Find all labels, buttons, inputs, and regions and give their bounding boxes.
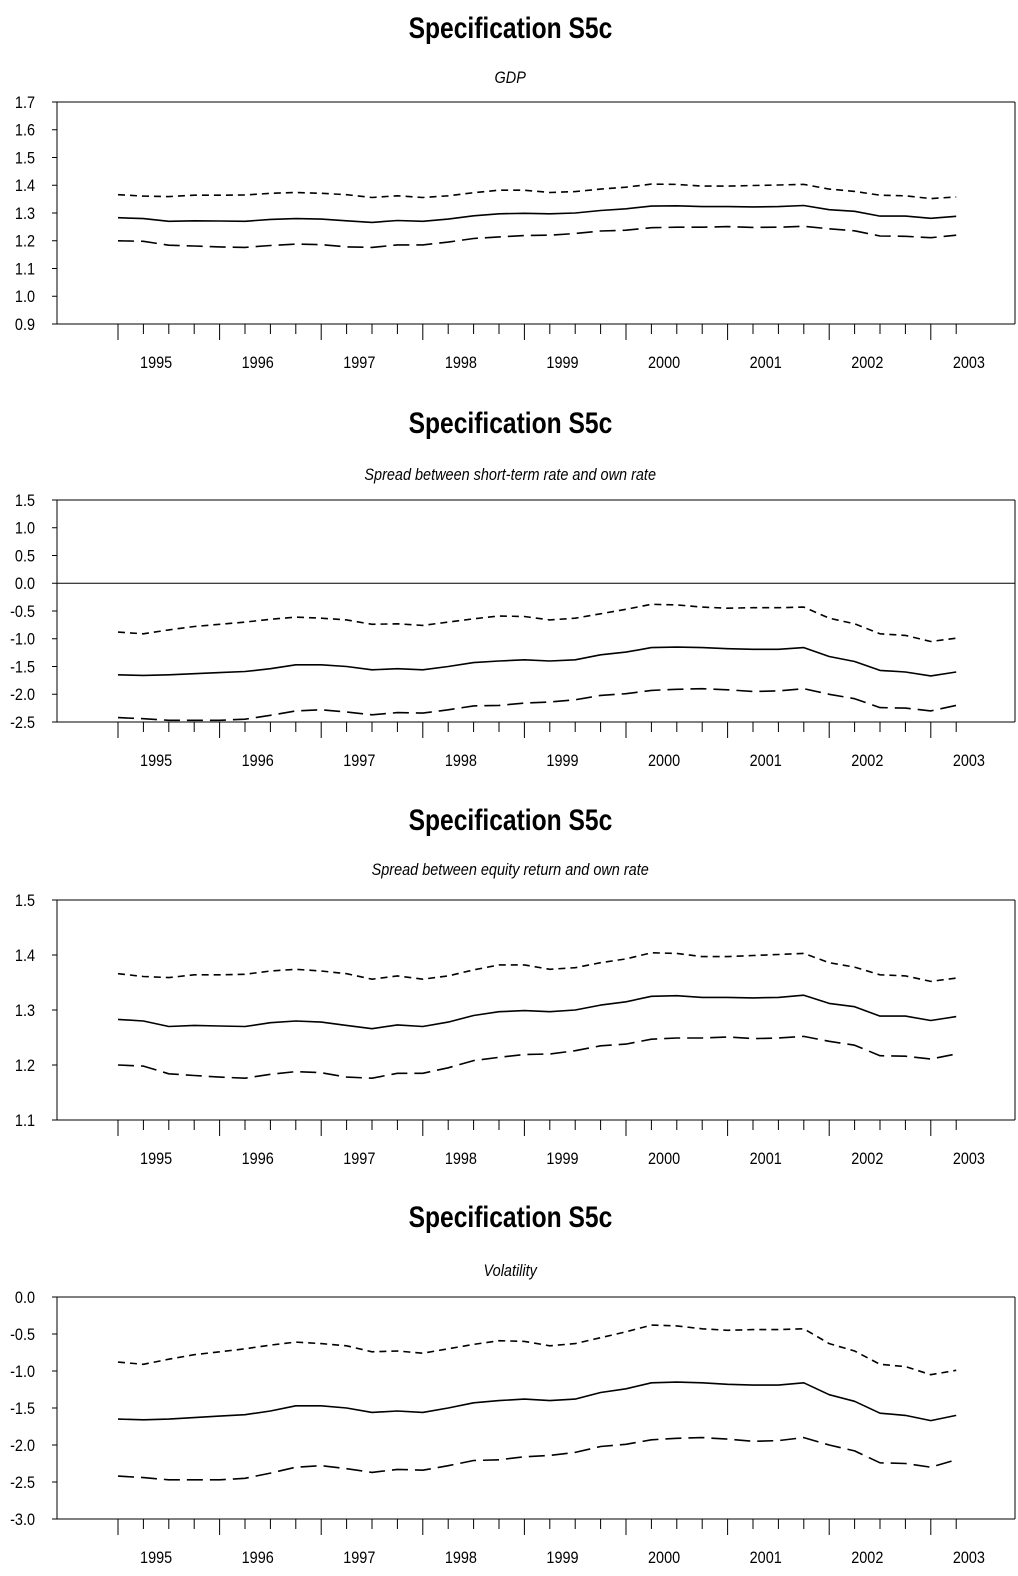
x-tick-label: 1999 <box>546 1150 578 1168</box>
y-tick-label: -2.0 <box>10 1437 35 1455</box>
y-tick-label: 1.3 <box>15 205 35 223</box>
y-tick-label: 0.0 <box>15 575 35 593</box>
series-line-dashed-long <box>117 687 957 722</box>
y-tick-label: 1.6 <box>15 122 35 140</box>
x-tick-label: 2001 <box>750 752 782 770</box>
chart-equity-spread: 1.5 1.4 1.3 1.2 1.1 1995 1996 1997 1998 1999 2000 2… <box>15 892 1016 1168</box>
y-tick-label: 1.1 <box>15 1112 35 1130</box>
x-tick-label: 2003 <box>953 1549 985 1567</box>
series-line-solid <box>117 1381 957 1422</box>
chart-gdp: 1.7 1.6 1.5 1.4 1.3 1.2 1.1 1.0 0.9 1995 1996 1997 1… <box>15 94 1016 372</box>
chart-panel-short-term-spread: Specification S5c Spread between short-t… <box>0 395 1018 790</box>
y-tick-label: -1.0 <box>10 1363 35 1381</box>
chart-subtitle: Volatility <box>483 1261 537 1280</box>
y-tick-label: -3.0 <box>10 1511 35 1529</box>
y-tick-label: -2.5 <box>10 1474 35 1492</box>
x-tick-label: 2003 <box>953 752 985 770</box>
y-tick-label: -2.0 <box>10 686 35 704</box>
x-tick-label: 1996 <box>242 354 274 372</box>
chart-short-term-spread: 1.5 1.0 0.5 0.0 -0.5 -1.0 -1.5 -2.0 -2.5 1995 1996… <box>10 492 1016 770</box>
y-tick-label: 0.0 <box>15 1289 35 1307</box>
y-tick-label: -1.5 <box>10 658 35 676</box>
series-line-dashed-long <box>117 1035 957 1079</box>
series-line-dashed-long <box>117 1436 957 1481</box>
y-tick-label: 1.3 <box>15 1002 35 1020</box>
chart-title: Specification S5c <box>408 1201 613 1234</box>
x-tick-label: 2003 <box>953 1150 985 1168</box>
y-tick-label: 1.7 <box>15 94 35 112</box>
y-tick-label: -0.5 <box>10 1326 35 1344</box>
series-line-dashed-short <box>117 951 957 983</box>
x-tick-label: 1999 <box>546 752 578 770</box>
x-tick-label: 1999 <box>546 354 578 372</box>
x-tick-label: 1995 <box>140 752 172 770</box>
x-tick-label: 2002 <box>851 1150 883 1168</box>
x-tick-label: 1998 <box>445 1150 477 1168</box>
x-tick-label: 2000 <box>648 1150 680 1168</box>
x-tick-label: 2000 <box>648 354 680 372</box>
series-line-solid <box>117 646 957 677</box>
x-tick-label: 1995 <box>140 1549 172 1567</box>
y-tick-label: 1.5 <box>15 149 35 167</box>
x-tick-label: 1996 <box>242 752 274 770</box>
chart-subtitle: GDP <box>494 68 526 87</box>
x-tick-label: 2001 <box>750 354 782 372</box>
x-tick-label: 1995 <box>140 354 172 372</box>
y-tick-label: -1.0 <box>10 631 35 649</box>
y-tick-label: 1.4 <box>15 947 35 965</box>
y-tick-label: 0.5 <box>15 547 35 565</box>
y-tick-label: 1.5 <box>15 892 35 910</box>
chart-panel-volatility: Specification S5c Volatility <box>0 1185 1018 1576</box>
x-tick-label: 1997 <box>343 1549 375 1567</box>
y-tick-label: 1.5 <box>15 492 35 510</box>
series-line-dashed-short <box>117 183 957 200</box>
series-line-solid <box>117 994 957 1030</box>
x-tick-label: 2002 <box>851 1549 883 1567</box>
series-line-dashed-short <box>117 603 957 643</box>
series-line-dashed-long <box>117 225 957 249</box>
x-tick-label: 1998 <box>445 354 477 372</box>
x-tick-label: 1996 <box>242 1549 274 1567</box>
y-tick-label: 1.2 <box>15 233 35 251</box>
chart-panel-gdp: Specification S5c GDP <box>0 0 1018 395</box>
x-tick-label: 2001 <box>750 1150 782 1168</box>
y-tick-label: -0.5 <box>10 603 35 621</box>
y-tick-label: 1.0 <box>15 288 35 306</box>
x-tick-label: 1997 <box>343 1150 375 1168</box>
x-tick-label: 1998 <box>445 1549 477 1567</box>
y-tick-label: -1.5 <box>10 1400 35 1418</box>
y-tick-label: 1.4 <box>15 177 35 195</box>
x-tick-label: 1995 <box>140 1150 172 1168</box>
x-tick-label: 2000 <box>648 1549 680 1567</box>
x-tick-label: 2000 <box>648 752 680 770</box>
y-tick-label: -2.5 <box>10 714 35 732</box>
chart-title: Specification S5c <box>408 12 613 45</box>
x-tick-label: 1997 <box>343 354 375 372</box>
x-tick-label: 1998 <box>445 752 477 770</box>
chart-panel-equity-spread: Specification S5c Spread between equity … <box>0 790 1018 1185</box>
chart-subtitle: Spread between equity return and own rat… <box>371 860 649 879</box>
x-tick-label: 1996 <box>242 1150 274 1168</box>
series-line-dashed-short <box>117 1324 957 1376</box>
x-tick-label: 2002 <box>851 354 883 372</box>
x-tick-label: 2001 <box>750 1549 782 1567</box>
series-line-solid <box>117 204 957 224</box>
chart-title: Specification S5c <box>408 407 613 440</box>
x-tick-label: 1997 <box>343 752 375 770</box>
y-tick-label: 0.9 <box>15 316 35 334</box>
x-tick-label: 2003 <box>953 354 985 372</box>
y-tick-label: 1.0 <box>15 520 35 538</box>
y-tick-label: 1.2 <box>15 1057 35 1075</box>
x-tick-label: 2002 <box>851 752 883 770</box>
chart-title: Specification S5c <box>408 804 613 837</box>
chart-subtitle: Spread between short-term rate and own r… <box>364 465 656 484</box>
x-tick-label: 1999 <box>546 1549 578 1567</box>
y-tick-label: 1.1 <box>15 260 35 278</box>
